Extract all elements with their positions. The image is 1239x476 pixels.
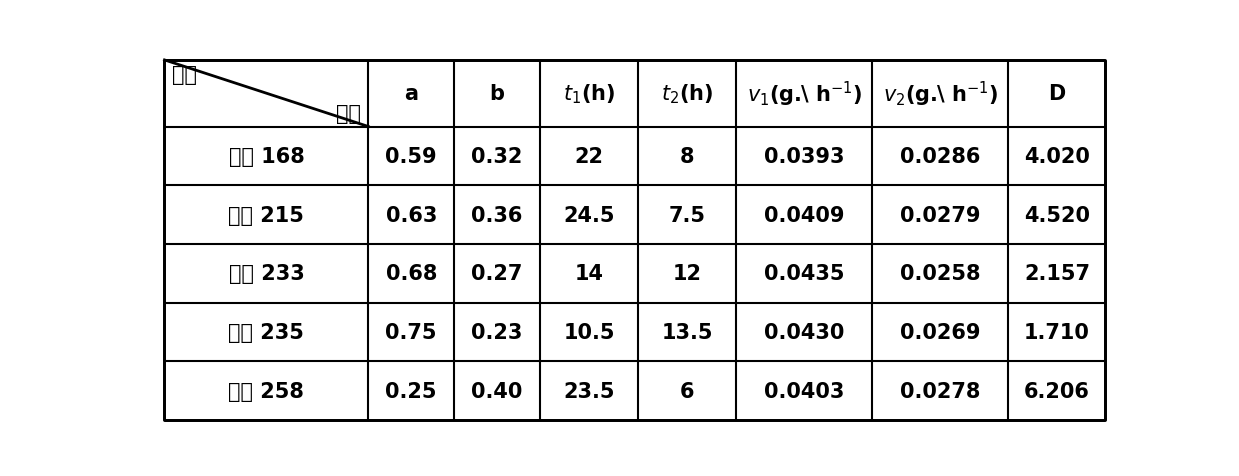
Text: 品系 235: 品系 235 xyxy=(228,322,305,342)
Text: 0.0278: 0.0278 xyxy=(900,381,980,401)
Text: 1.710: 1.710 xyxy=(1023,322,1090,342)
Text: $t_2$(h): $t_2$(h) xyxy=(662,82,714,106)
Text: 22: 22 xyxy=(575,147,603,167)
Text: 6.206: 6.206 xyxy=(1023,381,1090,401)
Text: 0.25: 0.25 xyxy=(385,381,437,401)
Text: 0.36: 0.36 xyxy=(471,205,523,225)
Text: 品系 258: 品系 258 xyxy=(228,381,305,401)
Text: 12: 12 xyxy=(673,264,701,284)
Text: 13.5: 13.5 xyxy=(662,322,712,342)
Text: 品系: 品系 xyxy=(172,64,197,84)
Text: 14: 14 xyxy=(575,264,603,284)
Text: 0.27: 0.27 xyxy=(471,264,523,284)
Text: 0.63: 0.63 xyxy=(385,205,437,225)
Text: 0.59: 0.59 xyxy=(385,147,437,167)
Text: 2.157: 2.157 xyxy=(1023,264,1090,284)
Text: 0.75: 0.75 xyxy=(385,322,437,342)
Text: 0.23: 0.23 xyxy=(471,322,523,342)
Text: 品系 215: 品系 215 xyxy=(228,205,305,225)
Text: a: a xyxy=(404,84,419,104)
Text: 0.0286: 0.0286 xyxy=(900,147,980,167)
Text: $v_2$(g.\ h$^{-1}$): $v_2$(g.\ h$^{-1}$) xyxy=(882,79,997,109)
Text: b: b xyxy=(489,84,504,104)
Text: 23.5: 23.5 xyxy=(564,381,615,401)
Text: 24.5: 24.5 xyxy=(564,205,615,225)
Text: 7.5: 7.5 xyxy=(669,205,706,225)
Text: 0.0430: 0.0430 xyxy=(764,322,845,342)
Text: $v_1$(g.\ h$^{-1}$): $v_1$(g.\ h$^{-1}$) xyxy=(747,79,862,109)
Text: 0.40: 0.40 xyxy=(471,381,523,401)
Text: 4.020: 4.020 xyxy=(1023,147,1090,167)
Text: 0.0279: 0.0279 xyxy=(900,205,980,225)
Text: 10.5: 10.5 xyxy=(564,322,615,342)
Text: $t_1$(h): $t_1$(h) xyxy=(563,82,615,106)
Text: 品系 233: 品系 233 xyxy=(228,264,305,284)
Text: 0.32: 0.32 xyxy=(471,147,523,167)
Text: 4.520: 4.520 xyxy=(1023,205,1090,225)
Text: 0.68: 0.68 xyxy=(385,264,437,284)
Text: 0.0393: 0.0393 xyxy=(764,147,845,167)
Text: 品系 168: 品系 168 xyxy=(228,147,305,167)
Text: 0.0435: 0.0435 xyxy=(764,264,845,284)
Text: 0.0258: 0.0258 xyxy=(900,264,980,284)
Text: 0.0403: 0.0403 xyxy=(764,381,845,401)
Text: D: D xyxy=(1048,84,1066,104)
Text: 0.0409: 0.0409 xyxy=(764,205,845,225)
Text: 0.0269: 0.0269 xyxy=(900,322,980,342)
Text: 8: 8 xyxy=(680,147,695,167)
Text: 参数: 参数 xyxy=(336,104,361,124)
Text: 6: 6 xyxy=(680,381,695,401)
